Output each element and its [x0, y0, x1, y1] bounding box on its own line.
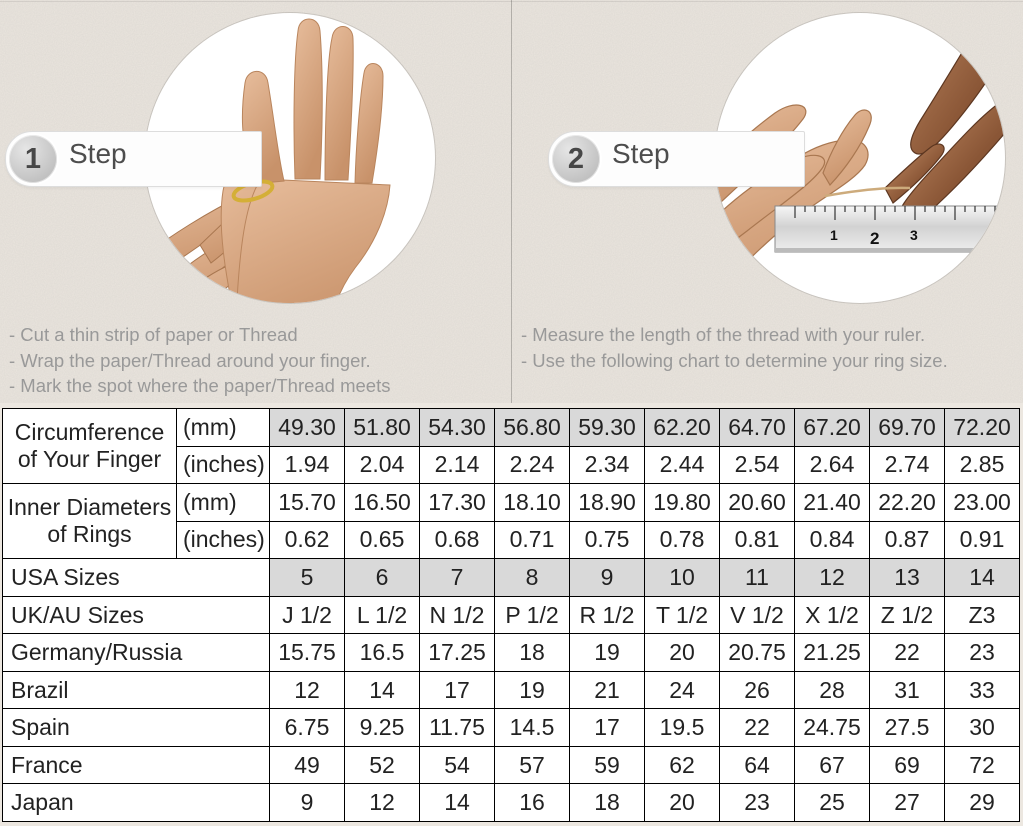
svg-text:1: 1: [830, 227, 838, 243]
svg-text:3: 3: [910, 227, 918, 243]
svg-text:2: 2: [870, 229, 879, 248]
